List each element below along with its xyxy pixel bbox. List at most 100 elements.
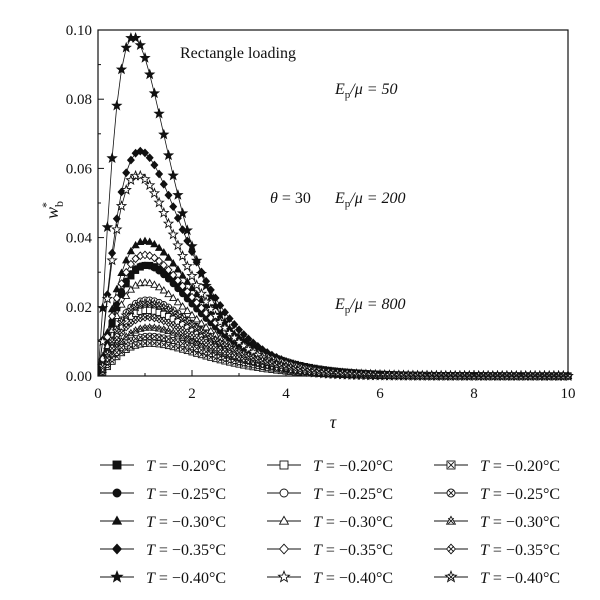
data-point	[145, 278, 154, 287]
y-axis-label-sup: *	[39, 202, 53, 208]
data-point	[120, 41, 132, 53]
data-point	[169, 280, 177, 288]
data-point	[205, 290, 217, 302]
data-point	[169, 259, 178, 267]
data-point	[187, 247, 197, 257]
legend-marker	[112, 488, 122, 498]
data-point	[126, 285, 136, 293]
legend-marker	[444, 570, 458, 583]
legend-label: T = −0.35°C	[313, 542, 393, 559]
legend-marker	[445, 543, 457, 555]
data-point	[144, 68, 156, 80]
data-point	[154, 324, 164, 332]
data-point	[154, 282, 164, 291]
x-axis-label: τ	[330, 412, 337, 432]
legend-label: T = −0.25°C	[480, 486, 560, 503]
legend-item: T = −0.30°C	[434, 514, 560, 531]
data-point	[111, 223, 123, 235]
legend-label: T = −0.20°C	[313, 458, 393, 475]
data-point	[120, 184, 132, 195]
data-point	[159, 260, 168, 270]
legend-marker	[112, 460, 122, 470]
data-point	[158, 206, 170, 218]
data-point	[164, 190, 173, 200]
data-point	[223, 327, 236, 338]
data-point	[173, 297, 183, 306]
data-point	[195, 267, 208, 279]
data-point	[219, 321, 231, 333]
data-point	[183, 287, 192, 297]
data-point	[97, 335, 109, 347]
data-point	[159, 286, 168, 294]
annotation-ep-200: Ep/μ = 200	[334, 190, 406, 210]
data-point	[173, 323, 182, 332]
data-point	[106, 152, 118, 164]
data-point	[153, 107, 165, 119]
data-point	[178, 325, 187, 335]
data-point	[150, 280, 159, 288]
data-point	[187, 310, 197, 319]
legend-label: T = −0.30°C	[313, 514, 393, 531]
legend-marker	[279, 488, 289, 498]
data-point	[159, 179, 168, 189]
legend-item: T = −0.35°C	[100, 542, 226, 559]
data-point	[228, 331, 240, 343]
data-point	[153, 196, 165, 208]
data-point	[183, 328, 192, 337]
y-tick-label: 0.02	[66, 300, 92, 316]
legend-label: T = −0.40°C	[313, 570, 393, 587]
data-point	[126, 155, 135, 165]
data-point	[195, 325, 208, 337]
x-tick-label: 0	[94, 386, 102, 402]
data-point	[200, 279, 212, 291]
legend-item: T = −0.35°C	[267, 542, 393, 559]
data-point	[122, 291, 131, 299]
data-point	[197, 335, 206, 345]
legend-marker	[446, 488, 456, 498]
data-point	[139, 51, 151, 63]
y-axis-label-base: w	[42, 207, 62, 219]
data-point	[150, 239, 159, 248]
legend-marker	[445, 515, 457, 525]
y-axis-label-sub: b	[52, 201, 66, 207]
data-point	[178, 281, 187, 291]
data-point	[148, 87, 161, 99]
legend-marker	[278, 515, 290, 525]
data-point	[183, 306, 192, 314]
legend-label: T = −0.30°C	[480, 514, 560, 531]
legend-label: T = −0.25°C	[146, 486, 226, 503]
legend-item: T = −0.40°C	[267, 570, 393, 587]
legend-item: T = −0.25°C	[434, 486, 560, 503]
legend-item: T = −0.25°C	[267, 486, 393, 503]
data-point	[117, 300, 126, 308]
data-point	[187, 292, 197, 302]
legend-item: T = −0.25°C	[100, 486, 226, 503]
data-point	[192, 314, 201, 323]
data-point	[112, 284, 121, 293]
x-tick-label: 10	[561, 386, 576, 402]
legend-label: T = −0.30°C	[146, 514, 226, 531]
legend-label: T = −0.40°C	[480, 570, 560, 587]
data-point	[169, 293, 178, 302]
data-point	[108, 311, 117, 321]
y-axis-label: wb*	[39, 201, 66, 219]
data-point	[164, 289, 173, 298]
legend-item: T = −0.30°C	[267, 514, 393, 531]
data-point	[164, 265, 173, 275]
legend-label: T = −0.35°C	[146, 542, 226, 559]
legend-label: T = −0.25°C	[313, 486, 393, 503]
legend-label: T = −0.40°C	[146, 570, 226, 587]
data-point	[162, 149, 175, 161]
data-point	[101, 347, 114, 359]
data-point	[129, 31, 142, 43]
legend-marker	[110, 570, 124, 583]
data-point	[183, 277, 192, 285]
data-point	[140, 148, 150, 158]
y-tick-label: 0.04	[66, 231, 93, 247]
data-point	[115, 200, 128, 211]
data-point	[122, 267, 131, 277]
x-tick-label: 6	[376, 386, 384, 402]
data-point	[172, 189, 184, 200]
data-point	[154, 243, 164, 251]
